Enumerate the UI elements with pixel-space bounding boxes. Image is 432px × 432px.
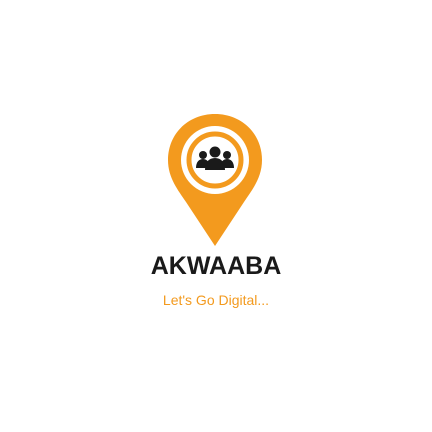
map-pin-group-icon — [168, 114, 262, 246]
app-name: AKWAABA — [150, 252, 282, 280]
people-group-icon — [196, 146, 234, 170]
pin-ring — [186, 131, 244, 189]
tagline: Let's Go Digital... — [162, 292, 270, 308]
